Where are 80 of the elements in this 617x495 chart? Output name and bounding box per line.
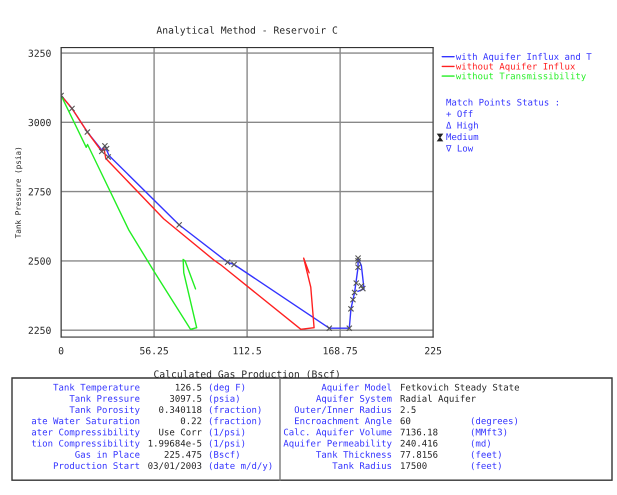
legend-label: with Aquifer Influx and T (456, 52, 592, 62)
point (354, 254, 362, 262)
text: Aquifer Permeability (283, 440, 392, 448)
x-tick-label: 56.25 (140, 347, 168, 354)
text: (Bscf) (210, 450, 239, 459)
line-series (61, 94, 198, 330)
text: (date m/d/y) (210, 462, 272, 471)
point (348, 306, 354, 312)
point (346, 325, 352, 332)
x-tick-label: 0 (58, 347, 64, 354)
text: Calc. Aquifer Volume (284, 428, 392, 438)
text: Δ High (446, 122, 478, 130)
text: Tank Pressure (70, 394, 140, 402)
text: Encroachment Angle (295, 417, 392, 426)
point (351, 289, 358, 296)
text: ∇ Low (446, 144, 474, 152)
x-tick-label: 168.75 (324, 347, 357, 354)
text: Tank Thickness (316, 450, 392, 458)
text: Production Start (54, 462, 140, 470)
text: Match Points Status : (446, 98, 558, 106)
text: (md) (472, 440, 490, 448)
point (176, 222, 182, 228)
text: Fetkovich Steady State (401, 384, 520, 392)
text: Tank Temperature (53, 384, 140, 392)
legend-label: without Aquifer Influx (456, 62, 576, 72)
text: ate Water Saturation (32, 417, 140, 424)
y-tick-label: 3000 (28, 118, 51, 126)
text: 17500 (401, 462, 427, 470)
text: Aquifer System (316, 394, 392, 404)
text: 60 (400, 417, 410, 424)
point (326, 325, 332, 332)
chart-title: Analytical Method - Reservoir C (156, 26, 338, 36)
legend-label: without Transmissibility (456, 72, 586, 82)
text: ater Compressibility (32, 428, 140, 438)
text: 03/01/2003 (148, 462, 202, 470)
text: 77.8156 (400, 451, 438, 458)
text: (degrees) (472, 417, 518, 426)
y-tick-label: 2750 (28, 188, 51, 196)
y-tick-label: 2250 (28, 326, 51, 334)
text: (feet) (472, 462, 501, 470)
point (84, 128, 91, 136)
text: (1/psi) (210, 440, 244, 448)
text: Outer/Inner Radius (294, 406, 392, 414)
text: 7136.18 (400, 428, 438, 436)
text: tion Compressibility (32, 440, 140, 448)
text: Medium (446, 133, 478, 140)
y-tick-label: 2500 (28, 257, 51, 265)
text: (feet) (472, 450, 501, 459)
point (360, 285, 366, 292)
text: 2.5 (400, 406, 416, 414)
point (354, 258, 362, 264)
y-tick-label: 3250 (28, 50, 51, 57)
text: Gas in Place (75, 450, 140, 458)
x-axis-title: Calculated Gas Production (Bscf) (154, 370, 339, 379)
point (102, 142, 108, 150)
point (105, 154, 112, 160)
text: (MMft3) (472, 428, 506, 437)
text: 126.5 (176, 384, 202, 391)
text: 0.22 (180, 417, 202, 424)
point (354, 264, 362, 270)
text: Use Corr (159, 428, 202, 436)
text: 1.99684e-5 (148, 440, 202, 447)
point (68, 105, 76, 112)
point (350, 296, 356, 303)
text: 225.475 (164, 451, 202, 458)
text: Aquifer Model (322, 384, 392, 392)
text: 0.340118 (159, 406, 202, 414)
x-tick-label: 225 (425, 347, 442, 354)
text: Tank Porosity (70, 406, 140, 415)
text: 3097.5 (170, 395, 202, 402)
text: + Off (446, 110, 472, 118)
text: Tank Radius (332, 462, 392, 470)
text: Radial Aquifer (400, 394, 476, 404)
text: 240.416 (400, 440, 438, 447)
text: (psia) (210, 394, 239, 404)
text: (1/psi) (210, 428, 244, 438)
text: (deg F) (210, 384, 244, 392)
x-tick-label: 112.5 (234, 347, 261, 354)
text: (fraction) (210, 417, 260, 426)
text: (fraction) (210, 406, 260, 414)
